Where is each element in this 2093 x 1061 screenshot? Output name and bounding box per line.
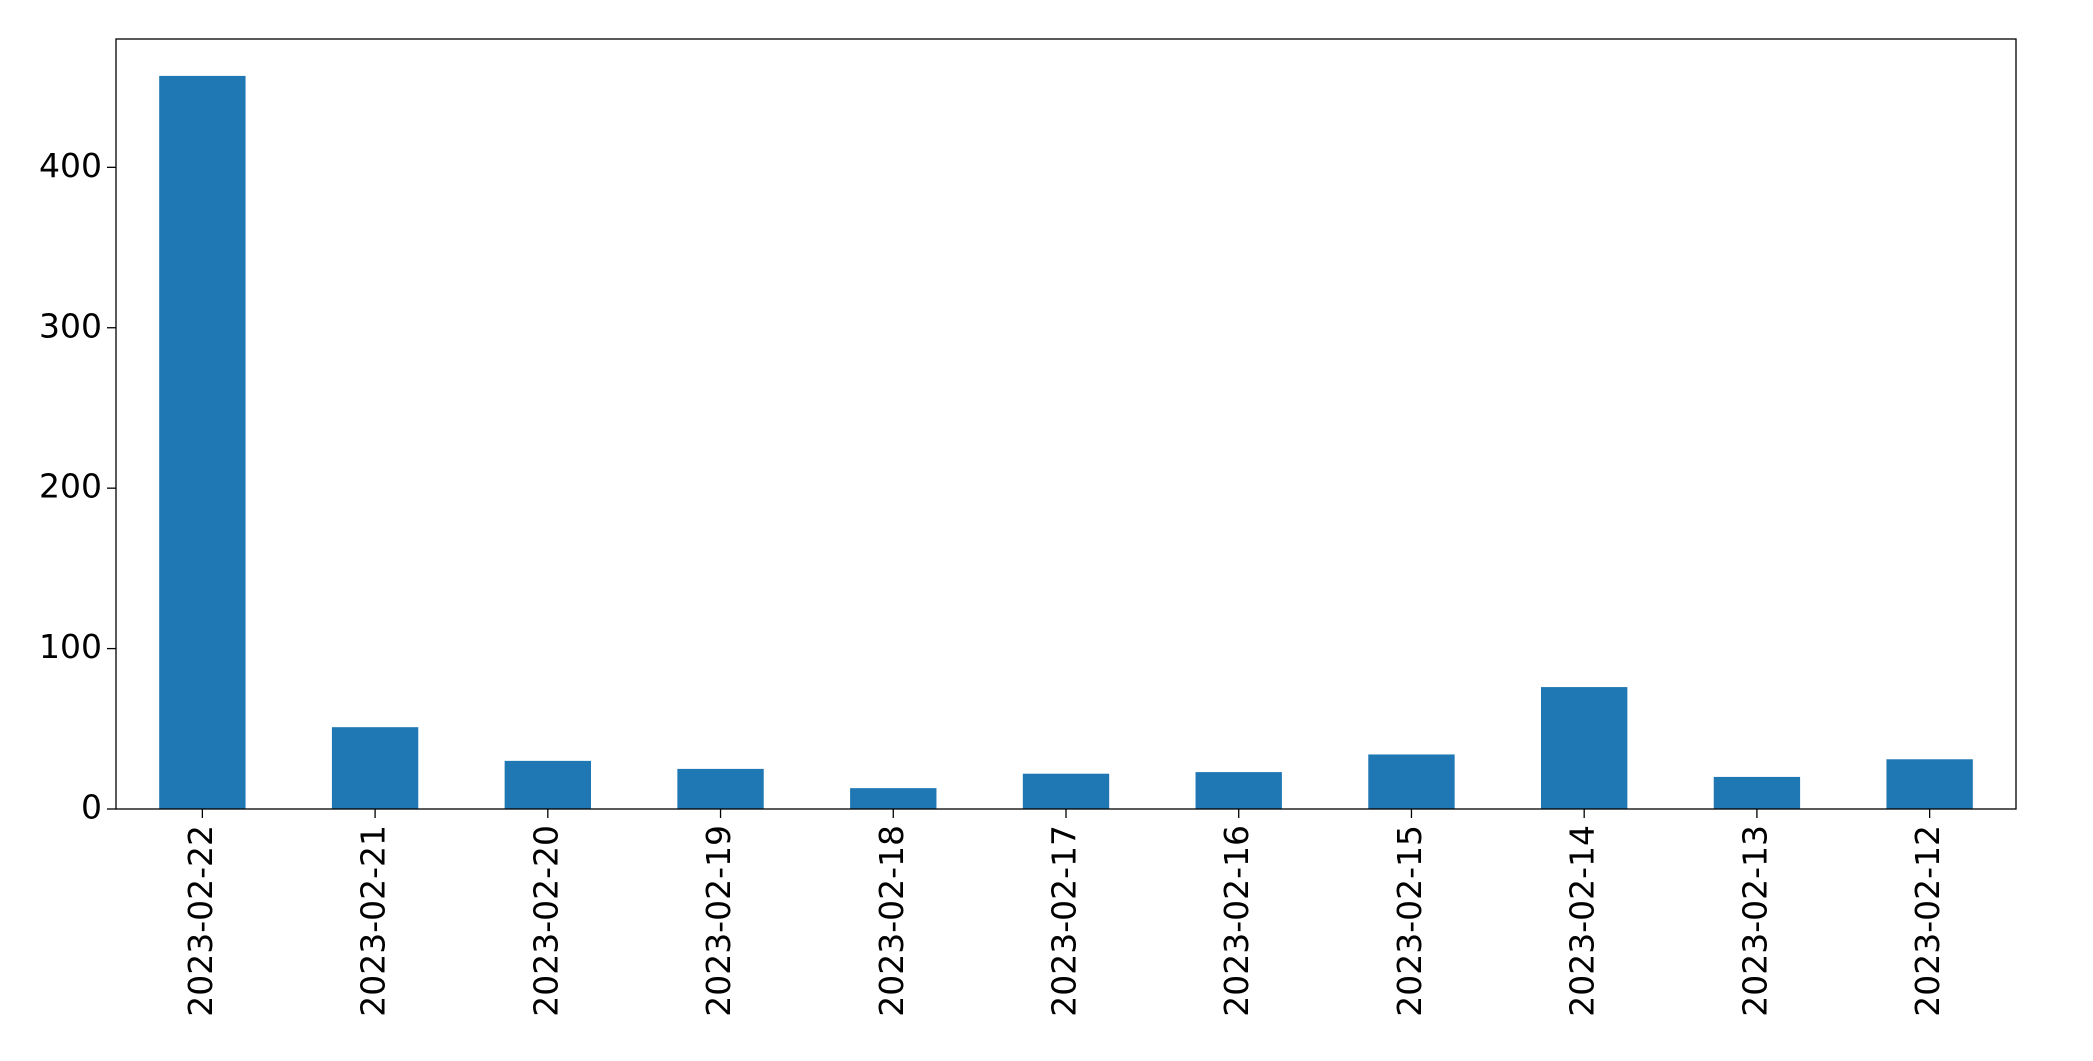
x-tick-label: 2023-02-15 (1390, 825, 1429, 1017)
axes-frame (115, 38, 2017, 810)
x-tick-label: 2023-02-21 (354, 825, 393, 1017)
y-tick-label: 100 (39, 627, 102, 666)
bar (159, 75, 246, 810)
y-tick-label: 400 (39, 146, 102, 185)
bar (1713, 776, 1801, 809)
x-tick-label: 2023-02-16 (1217, 825, 1256, 1017)
x-tick-label: 2023-02-19 (699, 825, 738, 1017)
bar (1022, 773, 1110, 809)
x-tick-label: 2023-02-14 (1563, 825, 1602, 1017)
x-tick-label: 2023-02-18 (872, 825, 911, 1017)
bar (1541, 687, 1628, 809)
y-tick-label: 200 (39, 467, 102, 506)
bar (1368, 754, 1455, 809)
x-tick-label: 2023-02-13 (1735, 825, 1774, 1017)
bar (850, 788, 937, 809)
bar (331, 727, 419, 809)
y-tick-label: 0 (81, 788, 102, 827)
x-tick-label: 2023-02-22 (181, 825, 220, 1017)
x-tick-label: 2023-02-20 (526, 825, 565, 1017)
x-tick-label: 2023-02-17 (1045, 825, 1084, 1017)
bar (1195, 772, 1282, 809)
bar (677, 768, 764, 809)
x-tick-label: 2023-02-12 (1908, 825, 1947, 1017)
y-tick-label: 300 (39, 306, 102, 345)
bar (1886, 759, 1973, 809)
bar (504, 760, 591, 809)
